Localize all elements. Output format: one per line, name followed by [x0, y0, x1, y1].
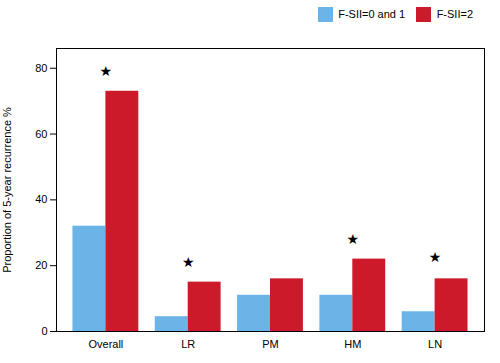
svg-text:40: 40 — [35, 193, 47, 205]
svg-text:0: 0 — [41, 325, 47, 337]
svg-text:★: ★ — [100, 63, 113, 79]
html-text:F-SII=2: F-SII=2 — [436, 8, 473, 21]
svg-text:LN: LN — [428, 338, 442, 350]
svg-text:★: ★ — [347, 231, 360, 247]
svg-text:60: 60 — [35, 128, 47, 140]
svg-text:★: ★ — [429, 249, 442, 265]
svg-text:HM: HM — [344, 338, 361, 350]
html-text:F-SII=0 and 1: F-SII=0 and 1 — [338, 8, 406, 21]
svg-text:Proportion of 5-year recurrenc: Proportion of 5-year recurrence % — [1, 107, 13, 273]
svg-text:PM: PM — [262, 338, 279, 350]
svg-text:Overall: Overall — [88, 338, 123, 350]
svg-text:★: ★ — [182, 254, 195, 270]
svg-text:LR: LR — [181, 338, 195, 350]
svg-text:80: 80 — [35, 62, 47, 74]
svg-text:20: 20 — [35, 259, 47, 271]
